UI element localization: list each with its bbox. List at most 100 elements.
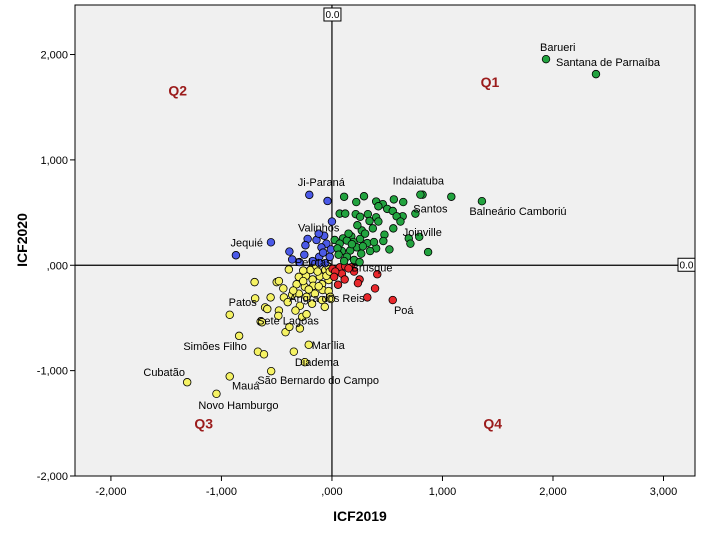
- data-point-q1: [355, 234, 365, 244]
- data-point-q1: [353, 221, 362, 230]
- point-label: Pelotas: [295, 257, 332, 269]
- data-point-q2: [295, 257, 304, 267]
- data-point-q3: [304, 285, 313, 294]
- data-point-q2: [305, 190, 314, 200]
- data-point-q2: [266, 238, 276, 247]
- data-point-q1: [374, 202, 383, 211]
- data-point-q1: [358, 242, 368, 251]
- point-label: Santos: [413, 204, 448, 216]
- data-point-q1: [399, 197, 408, 207]
- quadrant-labels: Q1 Q2 Q3 Q4: [168, 74, 502, 431]
- data-point-q3: [299, 276, 308, 286]
- y-tick-label: 1,000: [40, 155, 68, 167]
- data-point-q3: [182, 378, 192, 387]
- data-point-q4: [388, 295, 397, 305]
- data-point-q1: [360, 229, 370, 238]
- data-point-q3: [234, 331, 244, 341]
- point-label: Angra dos Reis: [289, 293, 365, 305]
- data-point-q3: [313, 267, 322, 276]
- data-point-q3: [295, 324, 305, 333]
- x-axis-title: ICF2019: [333, 508, 387, 524]
- data-point-q4: [329, 272, 339, 282]
- data-point-q2: [301, 241, 310, 250]
- data-point-q4: [373, 270, 382, 279]
- y-reference-label-box: [677, 257, 696, 272]
- x-tick-label: ,000: [321, 486, 342, 498]
- point-label: Diadema: [295, 357, 340, 369]
- data-point-q3: [266, 293, 275, 302]
- data-point-q1: [415, 232, 424, 242]
- point-label: Barueri: [540, 42, 575, 54]
- point-label: Sete Lagoas: [257, 315, 319, 327]
- data-point-q1: [406, 239, 415, 248]
- data-point-q1: [368, 224, 378, 233]
- data-point-q2: [315, 258, 324, 268]
- axis-ticks: -2,000 -1,000 ,000 1,000 2,000 3,000 -2,000 -1,…: [37, 50, 677, 498]
- data-point-q1: [344, 229, 353, 238]
- data-point-q2: [285, 247, 294, 256]
- point-label: Ji-Paraná: [298, 177, 346, 189]
- data-point-q3: [291, 306, 300, 315]
- data-point-q1: [447, 192, 456, 201]
- data-point-q2: [323, 196, 332, 206]
- data-point-q3: [225, 372, 234, 381]
- data-point-q1: [369, 237, 379, 247]
- quadrant-label: Q1: [481, 74, 500, 90]
- data-point-q3: [320, 302, 329, 312]
- data-point-q3: [283, 297, 292, 307]
- x-tick-label: 2,000: [539, 486, 567, 498]
- point-label: Joinville: [403, 227, 442, 239]
- data-point-q1: [423, 247, 433, 257]
- point-label: Cubatão: [143, 367, 185, 379]
- point-label: Balneário Camboriú: [469, 206, 566, 218]
- x-tick-label: -1,000: [206, 486, 237, 498]
- data-point-q4: [340, 275, 349, 284]
- data-point-q1: [334, 250, 343, 259]
- data-point-q3: [299, 266, 308, 275]
- data-point-q3: [285, 322, 294, 332]
- data-point-q3: [250, 277, 259, 287]
- data-point-q3: [266, 366, 276, 376]
- data-point-q3: [259, 350, 269, 359]
- data-point-q1: [339, 256, 349, 266]
- point-label: Novo Hamburgo: [198, 400, 278, 412]
- data-point-q3: [326, 294, 336, 304]
- data-point-q1: [389, 195, 399, 204]
- data-point-q1: [396, 217, 405, 226]
- data-point-q4: [333, 280, 343, 289]
- data-point-q3: [314, 282, 323, 291]
- data-point-q2: [318, 248, 328, 257]
- data-point-q3: [250, 294, 260, 303]
- data-point-q4: [370, 284, 380, 293]
- data-point-q1: [389, 224, 398, 233]
- reference-lines: 0.0 0.0: [75, 5, 696, 476]
- data-point-q2: [287, 255, 297, 264]
- data-point-q1: [355, 257, 364, 267]
- data-points: [182, 54, 601, 399]
- quadrant-label: Q4: [483, 415, 502, 431]
- data-point-q4: [344, 264, 353, 273]
- x-tick-label: 1,000: [429, 486, 457, 498]
- data-point-q3: [304, 340, 313, 350]
- point-label: São Bernardo do Campo: [257, 375, 379, 387]
- point-label: Indaiatuba: [393, 176, 445, 188]
- data-point-q3: [225, 310, 234, 319]
- data-point-q3: [289, 347, 299, 356]
- data-point-q1: [365, 246, 375, 256]
- point-label: Poá: [394, 305, 414, 317]
- y-reference-label: 0.0: [680, 260, 694, 271]
- x-reference-label-box: [323, 7, 342, 22]
- data-point-q1: [359, 192, 369, 201]
- data-point-q3: [274, 311, 283, 321]
- data-point-q3: [302, 310, 311, 319]
- data-point-q2: [231, 251, 241, 260]
- data-point-q1: [591, 69, 601, 79]
- y-tick-label: -1,000: [37, 366, 68, 378]
- point-label: Simões Filho: [183, 341, 247, 353]
- data-point-q1: [365, 216, 374, 226]
- data-point-q1: [379, 236, 388, 246]
- point-label: Jequié: [231, 237, 263, 249]
- data-point-q3: [307, 299, 317, 308]
- data-point-q1: [347, 239, 357, 249]
